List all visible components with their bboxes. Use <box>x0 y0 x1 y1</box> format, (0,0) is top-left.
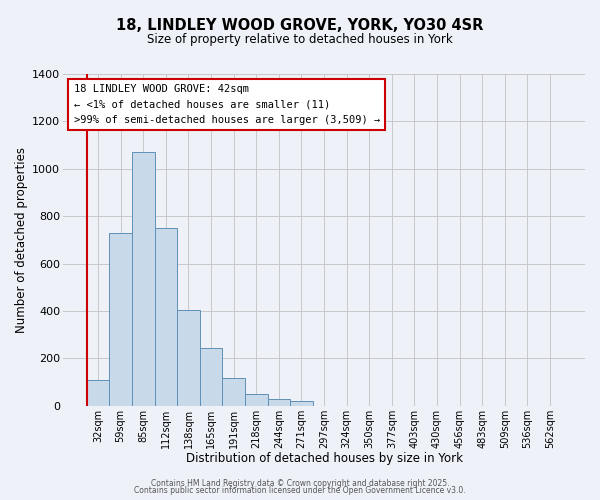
Text: 18, LINDLEY WOOD GROVE, YORK, YO30 4SR: 18, LINDLEY WOOD GROVE, YORK, YO30 4SR <box>116 18 484 32</box>
Bar <box>245 394 268 406</box>
Y-axis label: Number of detached properties: Number of detached properties <box>15 147 28 333</box>
Text: Size of property relative to detached houses in York: Size of property relative to detached ho… <box>147 32 453 46</box>
Bar <box>109 232 132 406</box>
Text: 18 LINDLEY WOOD GROVE: 42sqm
← <1% of detached houses are smaller (11)
>99% of s: 18 LINDLEY WOOD GROVE: 42sqm ← <1% of de… <box>74 84 380 125</box>
X-axis label: Distribution of detached houses by size in York: Distribution of detached houses by size … <box>185 452 463 465</box>
Bar <box>223 378 245 406</box>
Text: Contains public sector information licensed under the Open Government Licence v3: Contains public sector information licen… <box>134 486 466 495</box>
Bar <box>177 310 200 406</box>
Bar <box>290 401 313 406</box>
Bar <box>268 400 290 406</box>
Bar <box>132 152 155 406</box>
Text: Contains HM Land Registry data © Crown copyright and database right 2025.: Contains HM Land Registry data © Crown c… <box>151 478 449 488</box>
Bar <box>87 380 109 406</box>
Bar <box>155 228 177 406</box>
Bar <box>200 348 223 406</box>
